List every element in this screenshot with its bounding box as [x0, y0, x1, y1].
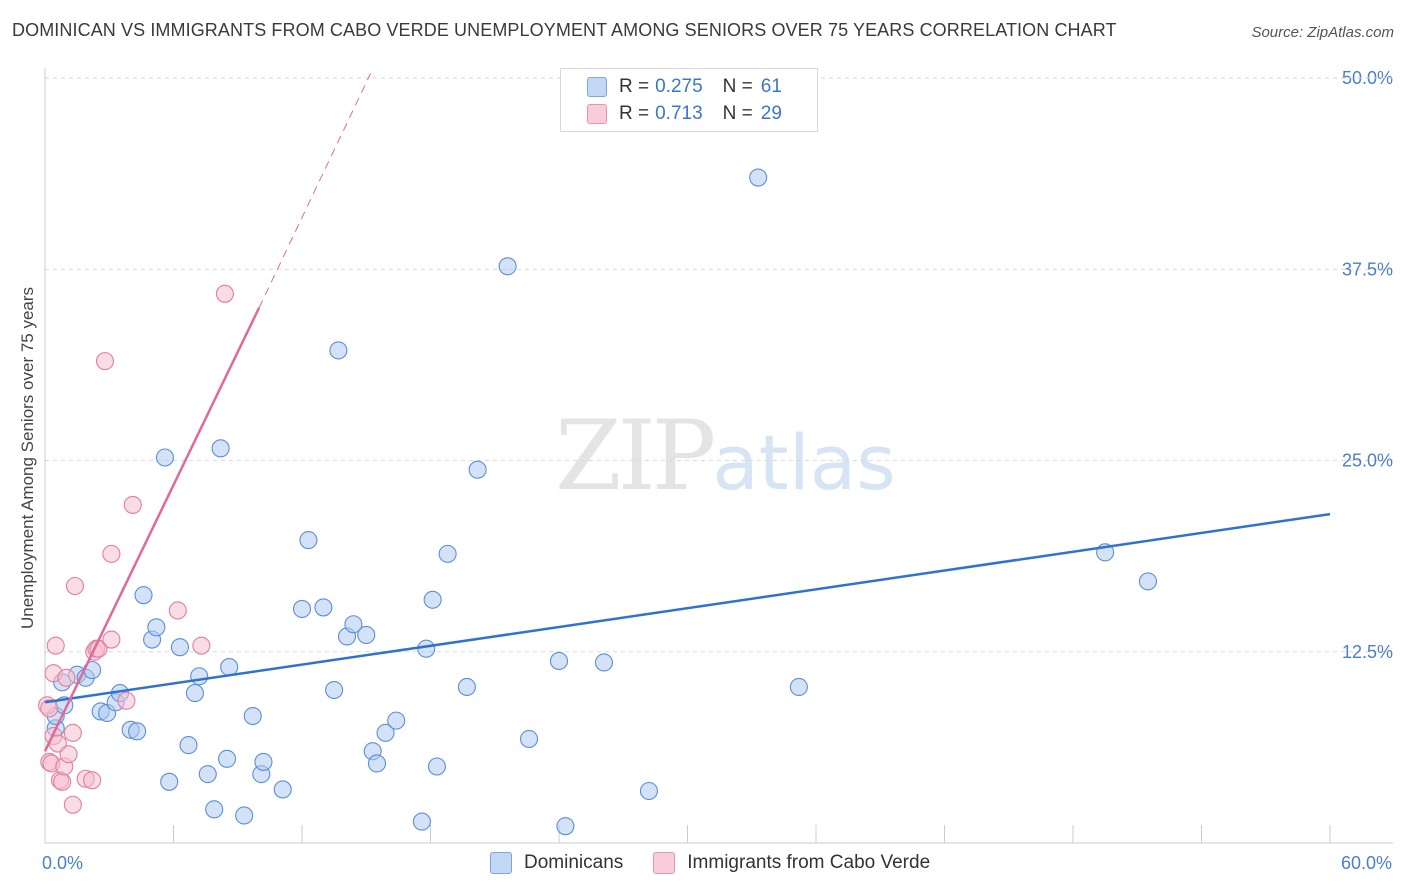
legend-n-label: N =	[722, 103, 753, 124]
legend-swatch-pink	[653, 852, 676, 874]
legend-n-value: 61	[760, 76, 782, 97]
dominicans-point	[292, 599, 312, 618]
cabo-verde-point	[83, 771, 102, 790]
dominicans-point	[155, 448, 174, 467]
dominicans-point	[273, 780, 292, 799]
cabo-verde-point	[63, 723, 82, 742]
legend-swatch-blue	[490, 852, 512, 874]
cabo-verde-point	[46, 636, 65, 655]
dominicans-point	[179, 736, 198, 755]
dominicans-point	[789, 677, 808, 697]
cabo-verde-point	[102, 544, 121, 563]
dominicans-point	[423, 590, 442, 609]
dominicans-point	[254, 752, 273, 771]
dominicans-point	[217, 749, 237, 768]
legend-label-dominicans: Dominicans	[524, 852, 624, 873]
x-tick-label: 60.0%	[1341, 853, 1392, 873]
cabo-verde-point	[59, 745, 78, 764]
cabo-verde-point	[57, 668, 76, 687]
cabo-verde-point	[102, 630, 121, 649]
dominicans-point	[412, 812, 431, 831]
correlation-legend: R = 0.275 N = 61 R = 0.713 N = 29	[560, 68, 818, 132]
y-tick-label: 12.5%	[1342, 642, 1393, 662]
legend-n-label: N =	[722, 76, 753, 97]
dominicans-point	[198, 765, 217, 784]
series-legend: Dominicans Immigrants from Cabo Verde	[490, 852, 960, 874]
dominicans-point	[134, 586, 153, 605]
dominicans-point	[325, 680, 344, 700]
cabo-verde-point	[95, 352, 115, 371]
legend-r-label: R =	[619, 103, 650, 124]
legend-swatch-pink	[587, 104, 607, 124]
dominicans-point	[468, 460, 487, 479]
legend-label-cabo-verde: Immigrants from Cabo Verde	[687, 852, 931, 873]
legend-r-value: 0.713	[655, 103, 703, 124]
dominicans-point	[185, 684, 204, 703]
legend-n-value: 29	[760, 103, 782, 124]
dominicans-point	[556, 817, 575, 836]
dominicans-point	[357, 625, 376, 645]
dominicans-trend-line	[44, 512, 1331, 704]
dominicans-point	[220, 658, 239, 677]
dominicans-point	[170, 638, 189, 657]
dominicans-point	[147, 618, 166, 637]
cabo-verde-trend-extension	[258, 73, 371, 308]
dominicans-point	[457, 677, 476, 697]
watermark: ZIPatlas	[555, 400, 896, 512]
watermark-atlas: atlas	[712, 418, 896, 507]
x-tick-label: 0.0%	[42, 853, 83, 873]
legend-item-dominicans[interactable]: Dominicans	[490, 852, 623, 874]
dominicans-point	[749, 168, 768, 187]
dominicans-point	[519, 729, 539, 749]
dominicans-point	[367, 754, 387, 773]
legend-row-cabo-verde: R = 0.713 N = 29	[587, 102, 782, 126]
dominicans-point	[205, 800, 224, 819]
y-tick-label: 37.5%	[1342, 259, 1393, 279]
chart-title: DOMINICAN VS IMMIGRANTS FROM CABO VERDE …	[12, 20, 1117, 40]
dominicans-point	[160, 772, 179, 791]
legend-swatch-blue	[587, 77, 607, 97]
cabo-verde-point	[123, 495, 142, 514]
dominicans-point	[639, 781, 659, 801]
dominicans-point	[438, 544, 457, 563]
legend-r-label: R =	[619, 76, 650, 97]
source-label: Source: ZipAtlas.com	[1251, 24, 1394, 41]
cabo-verde-point	[65, 576, 85, 596]
cabo-verde-trend-line	[43, 307, 261, 752]
dominicans-point	[314, 598, 333, 617]
dominicans-point	[243, 706, 262, 726]
y-tick-label: 25.0%	[1342, 451, 1393, 471]
dominicans-point	[190, 667, 209, 686]
dominicans-point	[1138, 572, 1158, 591]
legend-item-cabo-verde[interactable]: Immigrants from Cabo Verde	[653, 852, 930, 874]
cabo-verde-point	[117, 691, 136, 710]
dominicans-point	[235, 806, 254, 825]
cabo-verde-point	[192, 636, 211, 655]
watermark-zip: ZIP	[555, 400, 716, 512]
cabo-verde-point	[215, 284, 234, 303]
dominicans-point	[376, 723, 395, 742]
dominicans-point	[594, 653, 614, 672]
dominicans-point	[417, 639, 436, 658]
cabo-verde-point	[40, 699, 59, 718]
dominicans-point	[128, 722, 147, 741]
dominicans-point	[344, 615, 363, 634]
dominicans-point	[387, 711, 406, 730]
legend-row-dominicans: R = 0.275 N = 61	[587, 75, 782, 99]
legend-r-value: 0.275	[655, 76, 703, 97]
dominicans-point	[211, 439, 230, 458]
dominicans-point	[427, 757, 446, 776]
cabo-verde-point	[63, 795, 82, 814]
cabo-verde-point	[168, 601, 187, 620]
dominicans-point	[498, 257, 517, 276]
dominicans-point	[299, 531, 318, 550]
cabo-verde-point	[53, 772, 72, 791]
dominicans-point	[329, 341, 348, 360]
dominicans-point	[549, 651, 569, 671]
